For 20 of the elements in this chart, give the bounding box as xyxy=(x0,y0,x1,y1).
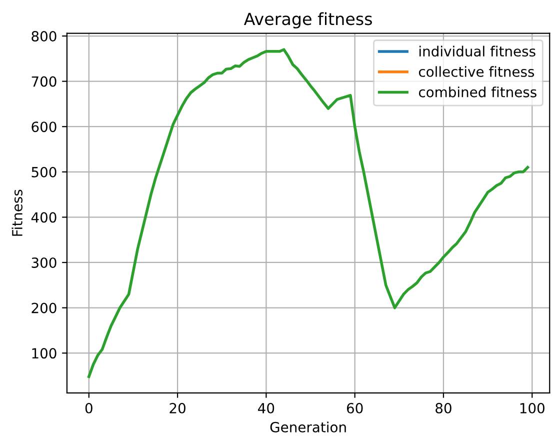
y-tick-label: 300 xyxy=(32,257,56,268)
y-tick-label: 100 xyxy=(32,348,56,359)
x-tick-label: 0 xyxy=(85,402,92,414)
y-tick-label: 800 xyxy=(32,30,56,42)
x-tick-label: 60 xyxy=(346,402,363,414)
x-tick-label: 100 xyxy=(520,402,544,414)
y-tick-label: 500 xyxy=(32,166,56,178)
x-tick-label: 40 xyxy=(258,402,274,414)
y-tick-label: 600 xyxy=(32,122,56,132)
chart-title: Average fitness xyxy=(244,12,372,28)
y-tick-label: 700 xyxy=(32,76,56,87)
y-axis-title: Fitness xyxy=(12,190,22,236)
x-tick-label: 20 xyxy=(170,402,186,414)
x-tick-label: 80 xyxy=(436,402,452,414)
legend-label: combined fitness xyxy=(418,86,536,98)
y-tick-label: 200 xyxy=(32,302,56,314)
legend-label: individual fitness xyxy=(420,46,536,57)
y-tick-label: 400 xyxy=(31,212,56,223)
x-axis-title: Generation xyxy=(270,422,346,432)
legend-label: collective fitness xyxy=(418,66,534,77)
